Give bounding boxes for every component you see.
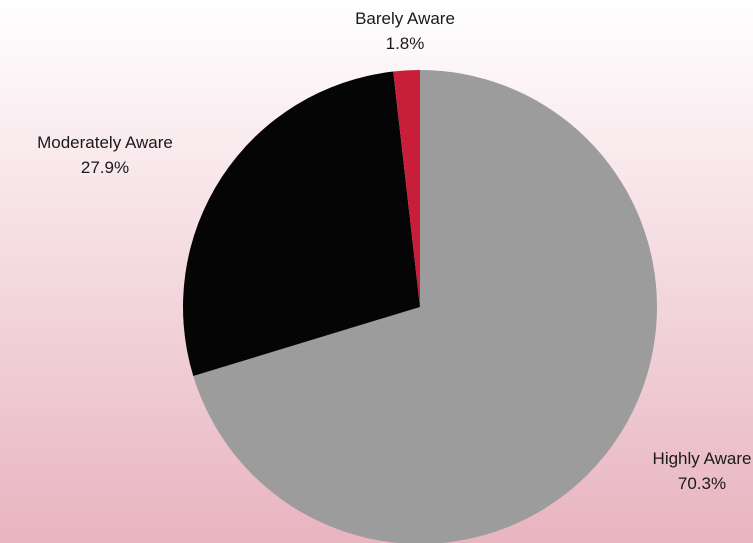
slice-label-value: 1.8% [386, 34, 425, 53]
slice-labels: Highly Aware 70.3% Moderately Aware 27.9% Ba… [37, 9, 751, 493]
pie-slices [183, 70, 657, 543]
pie-slice-barely-aware [393, 70, 420, 307]
slice-label-name: Highly Aware [653, 449, 752, 468]
slice-label-value: 70.3% [678, 474, 726, 493]
slice-label-value: 27.9% [81, 158, 129, 177]
slice-label-name: Barely Aware [355, 9, 455, 28]
slice-label-name: Moderately Aware [37, 133, 173, 152]
pie-slice-moderately-aware [183, 71, 420, 376]
pie-slice-highly-aware [193, 70, 657, 543]
